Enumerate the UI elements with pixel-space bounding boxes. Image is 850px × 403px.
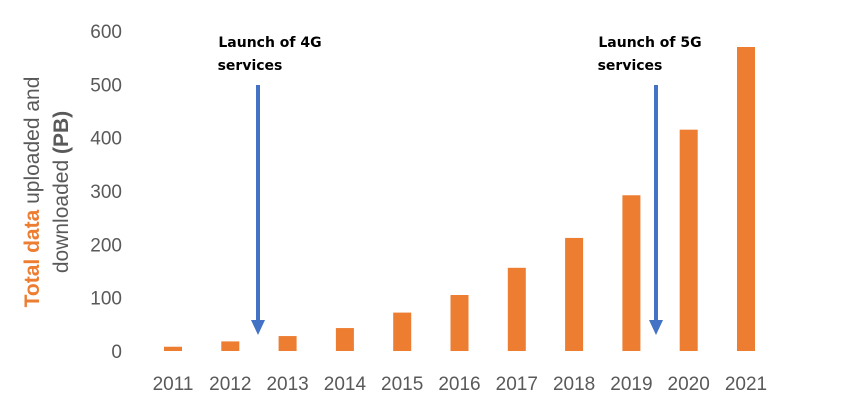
x-tick-label: 2011: [153, 374, 194, 395]
bar-2018: [565, 237, 584, 351]
y-axis-title-text-2: downloaded: [50, 154, 73, 273]
x-tick-label: 2019: [610, 374, 652, 395]
annotation-label-line1: Launch of 5G: [598, 35, 701, 51]
x-tick-label: 2016: [438, 374, 480, 395]
x-tick-label: 2017: [496, 374, 538, 395]
bar-2019: [622, 195, 641, 351]
annotation-label-line1: Launch of 4G: [218, 35, 321, 51]
annotation-arrow-head: [251, 320, 265, 335]
svg-text:downloaded (PB): downloaded (PB): [50, 111, 73, 273]
bar-2016: [450, 295, 469, 351]
annotations: Launch of 4G services Launch of 5G services: [218, 35, 702, 335]
y-tick-label: 600: [90, 22, 122, 43]
x-tick-label: 2014: [324, 374, 367, 395]
svg-text:Total data uploaded and: Total data uploaded and: [21, 77, 44, 308]
x-tick-label: 2015: [381, 374, 423, 395]
y-axis-title-unit: (PB): [50, 111, 73, 154]
annotation-label-line2: services: [598, 58, 663, 74]
annotation-1: Launch of 4G services: [218, 35, 322, 335]
x-tick-label: 2018: [553, 374, 595, 395]
y-axis-ticks: 0 100 200 300 400 500 600: [90, 22, 122, 363]
x-tick-label: 2020: [668, 374, 710, 395]
x-axis-ticks: 2011 2012 2013 2014 2015 2016 2017 2018 2019 2020…: [153, 374, 768, 395]
annotation-arrow-shaft: [654, 85, 658, 321]
bar-2020: [679, 129, 698, 351]
x-tick-label: 2012: [209, 374, 251, 395]
x-tick-label: 2013: [266, 374, 308, 395]
annotation-arrow-head: [649, 320, 663, 335]
bar-2021: [737, 47, 755, 351]
bar-2011: [164, 346, 182, 351]
bar-2017: [507, 267, 526, 351]
y-tick-label: 0: [111, 342, 122, 363]
annotation-arrow-shaft: [256, 85, 260, 321]
bar-2015: [393, 312, 412, 351]
y-tick-label: 100: [90, 289, 122, 310]
y-axis-title-text: uploaded and: [21, 77, 44, 210]
annotation-label-line2: services: [218, 58, 283, 74]
bar-2014: [335, 328, 354, 351]
y-tick-label: 300: [90, 182, 122, 203]
y-tick-label: 500: [90, 75, 122, 96]
annotation-2: Launch of 5G services: [598, 35, 702, 335]
bar-2012: [221, 341, 240, 351]
y-axis-title-highlight: Total data: [21, 209, 44, 307]
y-axis-title: Total data uploaded and downloaded (PB): [21, 77, 73, 308]
bar-2013: [278, 336, 297, 351]
x-tick-label: 2021: [725, 374, 767, 395]
y-tick-label: 200: [90, 235, 122, 256]
bars: [164, 47, 755, 351]
y-tick-label: 400: [90, 129, 122, 150]
